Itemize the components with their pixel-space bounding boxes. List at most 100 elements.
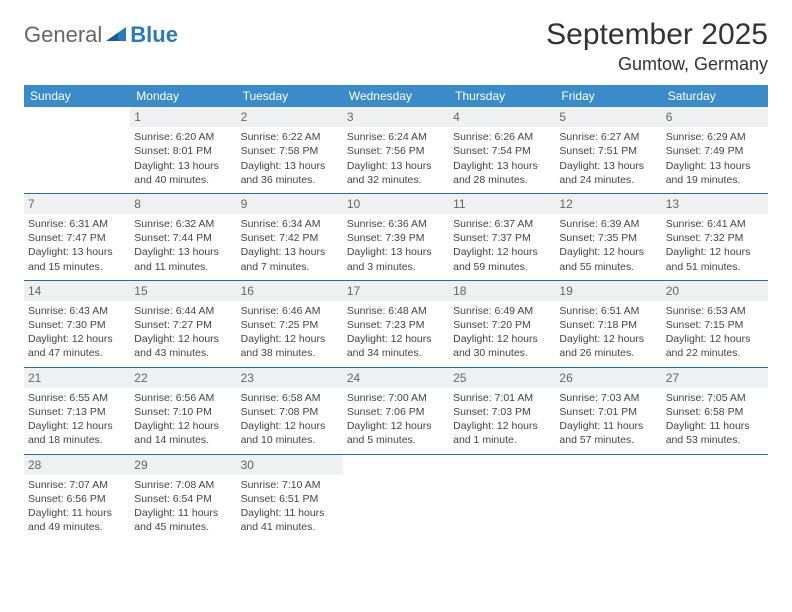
calendar-day-cell: 29Sunrise: 7:08 AMSunset: 6:54 PMDayligh…: [130, 454, 236, 540]
calendar-day-cell: 19Sunrise: 6:51 AMSunset: 7:18 PMDayligh…: [555, 280, 661, 367]
title-block: September 2025 Gumtow, Germany: [546, 18, 768, 75]
day-info-line: and 43 minutes.: [134, 346, 232, 360]
day-info-line: Daylight: 12 hours: [28, 419, 126, 433]
day-info-line: Daylight: 13 hours: [347, 245, 445, 259]
calendar-day-cell: 8Sunrise: 6:32 AMSunset: 7:44 PMDaylight…: [130, 193, 236, 280]
day-info-line: Sunset: 7:18 PM: [559, 318, 657, 332]
day-info-line: Sunrise: 6:41 AM: [666, 217, 764, 231]
day-info-line: Sunset: 7:42 PM: [241, 231, 339, 245]
day-info-line: Sunrise: 6:20 AM: [134, 130, 232, 144]
day-info-line: and 22 minutes.: [666, 346, 764, 360]
calendar-day-cell: [555, 454, 661, 540]
day-info-line: and 32 minutes.: [347, 173, 445, 187]
day-info-line: and 30 minutes.: [453, 346, 551, 360]
day-number: 28: [24, 455, 130, 475]
day-number: 27: [662, 368, 768, 388]
calendar-day-cell: 3Sunrise: 6:24 AMSunset: 7:56 PMDaylight…: [343, 107, 449, 193]
day-info-line: Sunrise: 6:49 AM: [453, 304, 551, 318]
day-info-line: Daylight: 13 hours: [134, 245, 232, 259]
day-info-line: Daylight: 12 hours: [559, 332, 657, 346]
day-number: 9: [237, 194, 343, 214]
day-info-line: and 57 minutes.: [559, 433, 657, 447]
weekday-header: Sunday: [24, 85, 130, 107]
day-number: 10: [343, 194, 449, 214]
day-number: 15: [130, 281, 236, 301]
day-info-line: Sunset: 7:56 PM: [347, 144, 445, 158]
day-number: 13: [662, 194, 768, 214]
day-number: 5: [555, 107, 661, 127]
day-info-line: Sunset: 6:58 PM: [666, 405, 764, 419]
day-info-line: Sunrise: 6:22 AM: [241, 130, 339, 144]
day-info-line: Daylight: 12 hours: [241, 419, 339, 433]
day-info-line: Sunset: 7:03 PM: [453, 405, 551, 419]
calendar-day-cell: 16Sunrise: 6:46 AMSunset: 7:25 PMDayligh…: [237, 280, 343, 367]
calendar-day-cell: 27Sunrise: 7:05 AMSunset: 6:58 PMDayligh…: [662, 367, 768, 454]
day-info-line: Daylight: 12 hours: [134, 419, 232, 433]
day-info-line: Sunset: 7:23 PM: [347, 318, 445, 332]
day-info-line: and 18 minutes.: [28, 433, 126, 447]
calendar-day-cell: 22 Sunrise: 6:56 AMSunset: 7:10 PMDayligh…: [130, 367, 236, 454]
header: General Blue September 2025 Gumtow, Germ…: [24, 18, 768, 75]
day-info-line: Sunset: 7:58 PM: [241, 144, 339, 158]
day-info-line: Sunrise: 7:08 AM: [134, 478, 232, 492]
day-info-line: Sunset: 7:10 PM: [134, 405, 232, 419]
weekday-header: Friday: [555, 85, 661, 107]
day-info-line: and 59 minutes.: [453, 260, 551, 274]
calendar-day-cell: [343, 454, 449, 540]
day-info-line: Daylight: 13 hours: [241, 245, 339, 259]
day-info-line: and 14 minutes.: [134, 433, 232, 447]
calendar-day-cell: 4Sunrise: 6:26 AMSunset: 7:54 PMDaylight…: [449, 107, 555, 193]
day-info-line: Daylight: 12 hours: [453, 245, 551, 259]
calendar-week-row: 21Sunrise: 6:55 AMSunset: 7:13 PMDayligh…: [24, 367, 768, 454]
brand-text-2: Blue: [130, 22, 178, 48]
day-info-line: Sunrise: 6:32 AM: [134, 217, 232, 231]
day-info-line: Daylight: 12 hours: [347, 332, 445, 346]
day-info-line: Sunrise: 7:03 AM: [559, 391, 657, 405]
day-info-line: Sunrise: 7:07 AM: [28, 478, 126, 492]
day-info-line: Sunrise: 6:43 AM: [28, 304, 126, 318]
day-info-line: Sunrise: 6:44 AM: [134, 304, 232, 318]
day-info-line: and 49 minutes.: [28, 520, 126, 534]
day-info-line: Sunset: 7:01 PM: [559, 405, 657, 419]
day-info-line: and 1 minute.: [453, 433, 551, 447]
day-info-line: Sunrise: 6:36 AM: [347, 217, 445, 231]
day-info-line: Daylight: 11 hours: [666, 419, 764, 433]
day-info-line: and 51 minutes.: [666, 260, 764, 274]
calendar-day-cell: 26Sunrise: 7:03 AMSunset: 7:01 PMDayligh…: [555, 367, 661, 454]
day-info-line: Daylight: 12 hours: [559, 245, 657, 259]
day-info-line: Daylight: 13 hours: [453, 159, 551, 173]
calendar-day-cell: 13Sunrise: 6:41 AMSunset: 7:32 PMDayligh…: [662, 193, 768, 280]
day-info-line: and 41 minutes.: [241, 520, 339, 534]
weekday-header: Saturday: [662, 85, 768, 107]
brand-triangle-icon: [106, 27, 126, 43]
calendar-day-cell: 2Sunrise: 6:22 AMSunset: 7:58 PMDaylight…: [237, 107, 343, 193]
day-info-line: Sunset: 7:27 PM: [134, 318, 232, 332]
day-info-line: and 45 minutes.: [134, 520, 232, 534]
day-info-line: Sunset: 6:54 PM: [134, 492, 232, 506]
day-info-line: and 5 minutes.: [347, 433, 445, 447]
calendar-week-row: 14Sunrise: 6:43 AMSunset: 7:30 PMDayligh…: [24, 280, 768, 367]
month-title: September 2025: [546, 18, 768, 52]
day-info-line: Sunset: 7:37 PM: [453, 231, 551, 245]
day-info-line: and 38 minutes.: [241, 346, 339, 360]
day-number: 22: [130, 368, 236, 388]
day-info-line: Sunrise: 6:46 AM: [241, 304, 339, 318]
calendar-day-cell: 17Sunrise: 6:48 AMSunset: 7:23 PMDayligh…: [343, 280, 449, 367]
day-number: 3: [343, 107, 449, 127]
day-number: 4: [449, 107, 555, 127]
day-info-line: Sunrise: 6:58 AM: [241, 391, 339, 405]
day-number: 30: [237, 455, 343, 475]
day-number: 6: [662, 107, 768, 127]
day-info-line: Sunrise: 6:29 AM: [666, 130, 764, 144]
day-info-line: Daylight: 12 hours: [666, 332, 764, 346]
day-number: 23: [237, 368, 343, 388]
day-info-line: Sunrise: 6:34 AM: [241, 217, 339, 231]
day-info-line: Sunrise: 6:51 AM: [559, 304, 657, 318]
calendar-week-row: 7Sunrise: 6:31 AMSunset: 7:47 PMDaylight…: [24, 193, 768, 280]
calendar-day-cell: 24Sunrise: 7:00 AMSunset: 7:06 PMDayligh…: [343, 367, 449, 454]
calendar-day-cell: 1Sunrise: 6:20 AMSunset: 8:01 PMDaylight…: [130, 107, 236, 193]
day-number: 20: [662, 281, 768, 301]
day-info-line: Daylight: 12 hours: [241, 332, 339, 346]
day-number: 29: [130, 455, 236, 475]
day-info-line: Sunrise: 6:56 AM: [134, 391, 232, 405]
